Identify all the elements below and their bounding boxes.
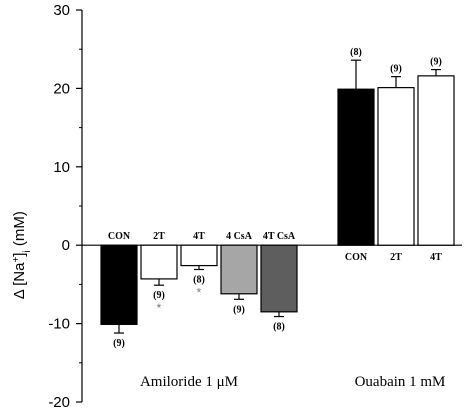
significance-marker: *	[157, 301, 162, 315]
sample-size-label: (9)	[390, 64, 402, 75]
bar	[100, 244, 138, 325]
labels: CON(9)2T(9)*4T(8)*4 CsA(9)4T CsA(8)Amilo…	[108, 47, 446, 390]
category-label: 4T	[193, 231, 205, 242]
y-tick-label: -10	[48, 316, 70, 333]
sample-size-label: (8)	[350, 47, 362, 58]
sample-size-label: (9)	[430, 57, 442, 68]
bar	[180, 244, 218, 267]
y-tick-label: 0	[62, 237, 70, 254]
group-label: Amiloride 1 μM	[140, 374, 238, 390]
category-label: 2T	[153, 231, 165, 242]
group-label: Ouabain 1 mM	[355, 374, 446, 390]
category-label: 2T	[390, 252, 402, 263]
y-tick-label: 30	[53, 2, 70, 19]
category-label: 4T	[430, 252, 442, 263]
y-tick-label: -20	[48, 394, 70, 411]
y-axis-title: Δ [Na+]i (mM)	[11, 211, 33, 299]
y-tick-label: 20	[53, 80, 70, 97]
category-label: 4 CsA	[226, 231, 253, 242]
bar	[377, 87, 415, 246]
category-label: 4T CsA	[263, 231, 296, 242]
sample-size-label: (9)	[153, 290, 165, 301]
bar	[220, 244, 258, 295]
sample-size-label: (8)	[273, 322, 285, 333]
category-label: CON	[108, 231, 131, 242]
category-label: CON	[345, 252, 368, 263]
bar	[337, 88, 375, 246]
bar	[140, 244, 178, 280]
bar	[417, 75, 455, 246]
sample-size-label: (9)	[113, 338, 125, 349]
bars	[100, 59, 455, 334]
y-tick-label: 10	[53, 159, 70, 176]
significance-marker: *	[197, 286, 202, 300]
sample-size-label: (8)	[193, 275, 205, 286]
bar	[260, 244, 298, 313]
sample-size-label: (9)	[233, 304, 245, 315]
